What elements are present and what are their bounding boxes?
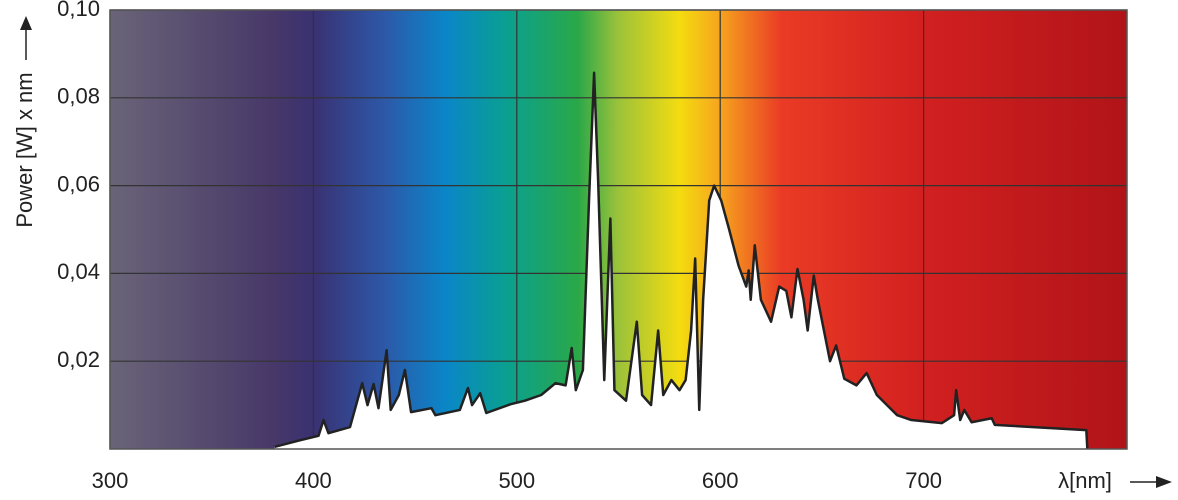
y-tick-label: 0,04 [57,259,100,284]
x-tick-label: 700 [905,468,942,493]
plot-frame [109,9,1128,450]
y-tick-label: 0,10 [57,0,100,21]
x-tick-label: 300 [92,468,129,493]
spectrum-background [110,10,1127,449]
y-tick-label: 0,08 [57,84,100,109]
x-arrow-head [1156,476,1172,488]
y-arrow-head [20,16,32,30]
spectrum-area [274,72,1088,449]
x-axis-label: λ[nm] [1058,468,1112,493]
x-tick-label: 600 [702,468,739,493]
y-tick-label: 0,02 [57,347,100,372]
y-axis-label: Power [W] x nm [12,72,37,227]
spectrum-line [274,71,1089,450]
x-tick-label: 400 [295,468,332,493]
y-tick-label: 0,06 [57,171,100,196]
x-tick-label: 500 [498,468,535,493]
